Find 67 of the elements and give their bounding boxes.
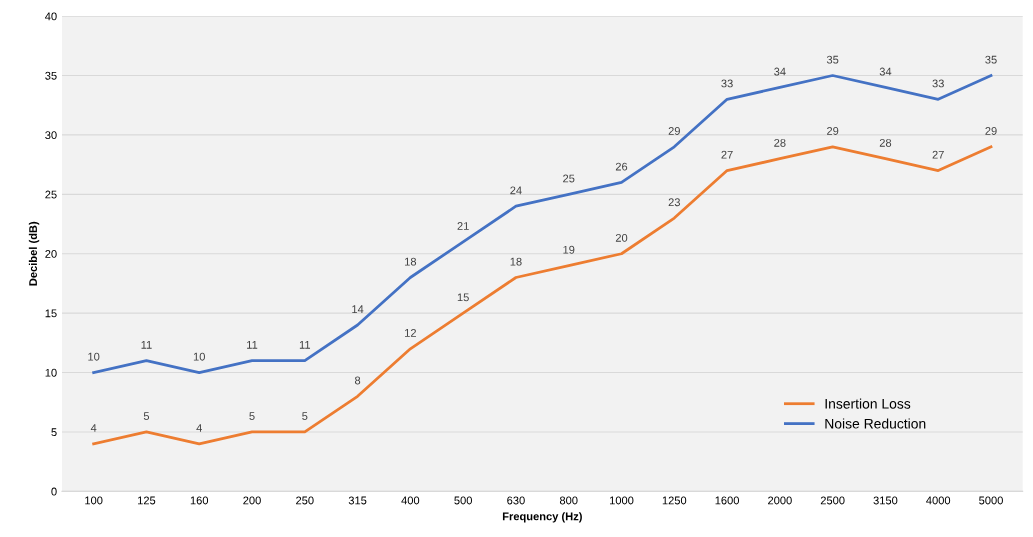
data-label: 29 [985,127,997,135]
data-label: 34 [879,67,892,76]
x-tick-label: 2000 [768,496,792,505]
x-tick-label: 3150 [873,496,898,505]
data-label: 10 [88,352,100,361]
y-tick-label: 5 [51,428,57,437]
data-label: 24 [510,186,522,195]
x-tick-label: 5000 [979,496,1003,505]
x-axis-title: Frequency (Hz) [502,512,582,523]
data-label: 35 [985,55,997,64]
y-tick-label: 35 [45,71,57,80]
x-tick-label: 400 [401,496,420,505]
data-label: 27 [721,150,733,159]
y-tick-label: 20 [45,250,57,258]
x-tick-label: 500 [454,496,472,505]
x-tick-label: 1000 [609,496,634,505]
data-label: 29 [827,127,839,135]
y-tick-label: 15 [45,309,57,318]
data-label: 8 [354,376,361,385]
data-label: 11 [247,340,258,349]
data-label: 15 [457,293,469,302]
data-label: 5 [143,412,150,421]
data-label: 26 [615,162,628,171]
y-tick-label: 10 [45,368,57,377]
y-tick-label: 30 [45,131,57,140]
data-label: 11 [141,340,152,349]
data-label: 35 [826,55,839,64]
data-label: 34 [774,67,786,76]
data-label: 10 [193,352,205,361]
x-tick-label: 250 [296,496,314,505]
data-label: 23 [668,198,680,207]
data-label: 18 [405,257,417,266]
data-label: 14 [352,305,364,313]
data-label: 12 [405,329,416,337]
data-label: 33 [932,79,944,88]
x-tick-label: 630 [507,496,525,505]
y-tick-label: 40 [45,12,57,21]
data-label: 5 [302,412,308,421]
x-tick-label: 1250 [662,496,687,505]
x-tick-label: 200 [243,496,261,505]
data-label: 29 [668,127,680,135]
x-tick-label: 100 [85,496,103,505]
data-label: 4 [90,424,97,432]
x-tick-label: 1600 [715,496,739,505]
data-label: 28 [879,138,892,147]
y-tick-label: 25 [45,190,57,199]
data-label: 19 [563,245,575,254]
y-axis-title: Decibel (dB) [28,221,40,286]
data-label: 20 [615,233,628,242]
data-label: 33 [721,79,733,88]
data-label: 5 [249,412,255,421]
legend-label: Insertion Loss [825,398,911,409]
data-label: 4 [196,424,202,432]
x-tick-label: 2500 [820,496,845,505]
x-tick-label: 800 [559,496,578,505]
data-label: 28 [774,138,786,147]
legend-label: Noise Reduction [825,418,926,429]
data-label: 25 [563,174,575,183]
data-label: 21 [457,222,469,230]
data-label: 11 [299,340,311,349]
x-tick-label: 4000 [926,496,951,505]
x-tick-label: 160 [190,496,209,505]
y-tick-label: 0 [51,487,57,496]
x-tick-label: 125 [138,496,156,505]
data-label: 27 [932,150,944,159]
x-tick-label: 315 [348,496,367,505]
data-label: 18 [510,257,522,266]
